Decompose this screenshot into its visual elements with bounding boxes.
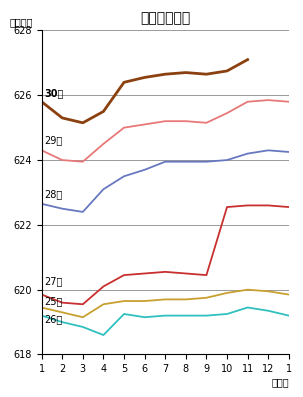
Text: 27年: 27年 [45, 277, 63, 287]
Title: 月別人口推移: 月別人口推移 [140, 11, 190, 25]
Text: （月）: （月） [271, 377, 289, 387]
Text: 30年: 30年 [45, 89, 64, 98]
Text: （万人）: （万人） [9, 17, 33, 27]
Text: 28年: 28年 [45, 189, 63, 199]
Text: 26年: 26年 [45, 314, 63, 324]
Text: 25年: 25年 [45, 296, 63, 306]
Text: 29年: 29年 [45, 136, 63, 146]
